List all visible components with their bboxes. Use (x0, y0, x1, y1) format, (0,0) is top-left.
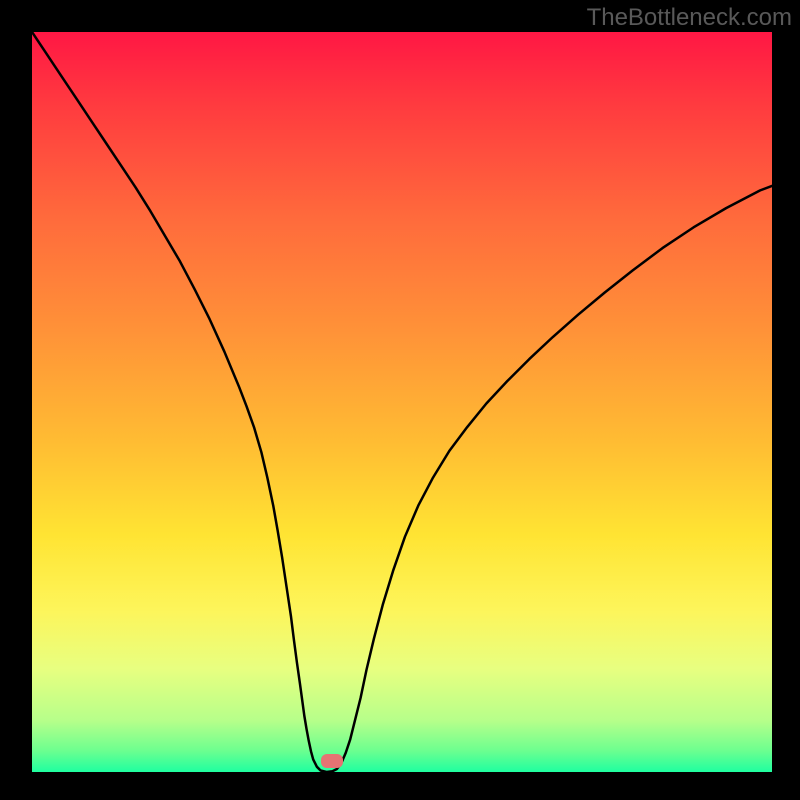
chart-frame (0, 0, 800, 800)
watermark-text: TheBottleneck.com (587, 4, 792, 32)
curve-path (32, 32, 772, 772)
bottleneck-curve (32, 32, 772, 772)
optimum-marker (321, 754, 343, 768)
plot-area (32, 32, 772, 772)
